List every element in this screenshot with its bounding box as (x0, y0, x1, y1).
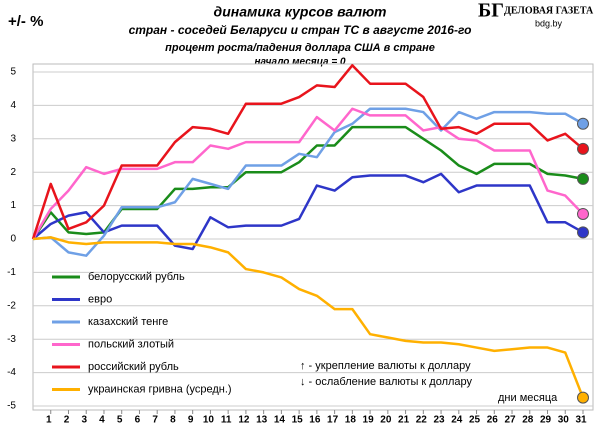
logo: БГ (478, 0, 504, 22)
x-tick-label: 3 (81, 415, 87, 426)
chart-title: динамика курсов валют (214, 4, 387, 20)
series-line (32, 172, 584, 251)
y-tick-label: 3 (10, 133, 16, 144)
x-tick-label: 4 (99, 415, 105, 426)
y-tick-label: 2 (10, 167, 16, 178)
chart-note: начало месяца = 0 (254, 57, 346, 68)
end-dot (577, 226, 589, 239)
x-tick-label: 1 (46, 415, 52, 426)
chart-subtitle: процент роста/падения доллара США в стра… (165, 42, 435, 54)
x-tick-label: 26 (487, 415, 499, 426)
series-line (31, 64, 584, 240)
end-dot (577, 172, 589, 185)
x-tick-label: 11 (221, 415, 232, 426)
x-tick-label: 5 (117, 415, 123, 426)
y-axis-label: +/- % (8, 13, 43, 30)
y-tick-label: 4 (10, 100, 16, 111)
y-tick-label: -3 (7, 334, 16, 345)
end-dot (577, 142, 589, 155)
series-line (32, 107, 584, 257)
x-tick-label: 28 (522, 415, 534, 426)
x-axis-label: дни месяца (498, 392, 558, 404)
x-tick-label: 29 (540, 415, 552, 426)
chart-subtitle: стран - соседей Беларуси и стран ТС в ав… (129, 23, 472, 37)
series-line (31, 125, 584, 240)
x-tick-label: 7 (152, 415, 158, 426)
end-dot (577, 117, 589, 130)
legend-label: казахский тенге (88, 316, 168, 328)
x-tick-label: 23 (434, 415, 446, 426)
annotation: ↑ - укрепление валюты к доллару (300, 360, 471, 372)
x-tick-label: 9 (188, 415, 194, 426)
x-tick-label: 19 (363, 415, 375, 426)
x-tick-label: 24 (451, 415, 463, 426)
x-tick-label: 25 (469, 415, 481, 426)
x-tick-label: 8 (170, 415, 176, 426)
annotation: ↓ - ослабление валюты к доллару (300, 376, 473, 388)
end-dot (577, 207, 589, 220)
x-tick-label: 13 (256, 415, 268, 426)
y-tick-label: -5 (7, 401, 16, 412)
x-tick-label: 12 (238, 415, 250, 426)
legend-label: польский злотый (88, 338, 174, 350)
y-tick-label: 5 (10, 67, 16, 78)
legend-label: белорусский рубль (88, 271, 185, 283)
x-tick-label: 16 (309, 415, 321, 426)
x-tick-label: 15 (292, 415, 304, 426)
y-tick-label: 1 (10, 200, 16, 211)
x-tick-label: 30 (558, 415, 570, 426)
legend-label: евро (88, 293, 112, 305)
x-tick-label: 17 (327, 415, 339, 426)
end-dot (577, 391, 589, 404)
x-tick-label: 18 (345, 415, 357, 426)
logo-site: bdg.by (535, 18, 563, 28)
legend-label: украинская гривна (усредн.) (88, 383, 232, 395)
plot-frame (32, 63, 594, 411)
y-tick-label: -2 (7, 300, 16, 311)
y-tick-label: -1 (7, 267, 16, 278)
x-tick-label: 10 (203, 415, 215, 426)
series-line (31, 107, 584, 240)
x-tick-label: 14 (274, 415, 286, 426)
x-tick-label: 6 (135, 415, 141, 426)
legend-label: российский рубль (88, 361, 179, 373)
x-tick-label: 21 (398, 415, 410, 426)
x-tick-label: 31 (575, 415, 587, 426)
logo-name: ДЕЛОВАЯ ГАЗЕТА (504, 5, 594, 16)
x-tick-label: 20 (380, 415, 392, 426)
series-line (32, 236, 585, 399)
y-tick-label: -4 (7, 367, 16, 378)
y-tick-label: 0 (10, 234, 16, 245)
x-tick-label: 27 (504, 415, 516, 426)
x-tick-label: 2 (64, 415, 70, 426)
x-tick-label: 22 (416, 415, 428, 426)
